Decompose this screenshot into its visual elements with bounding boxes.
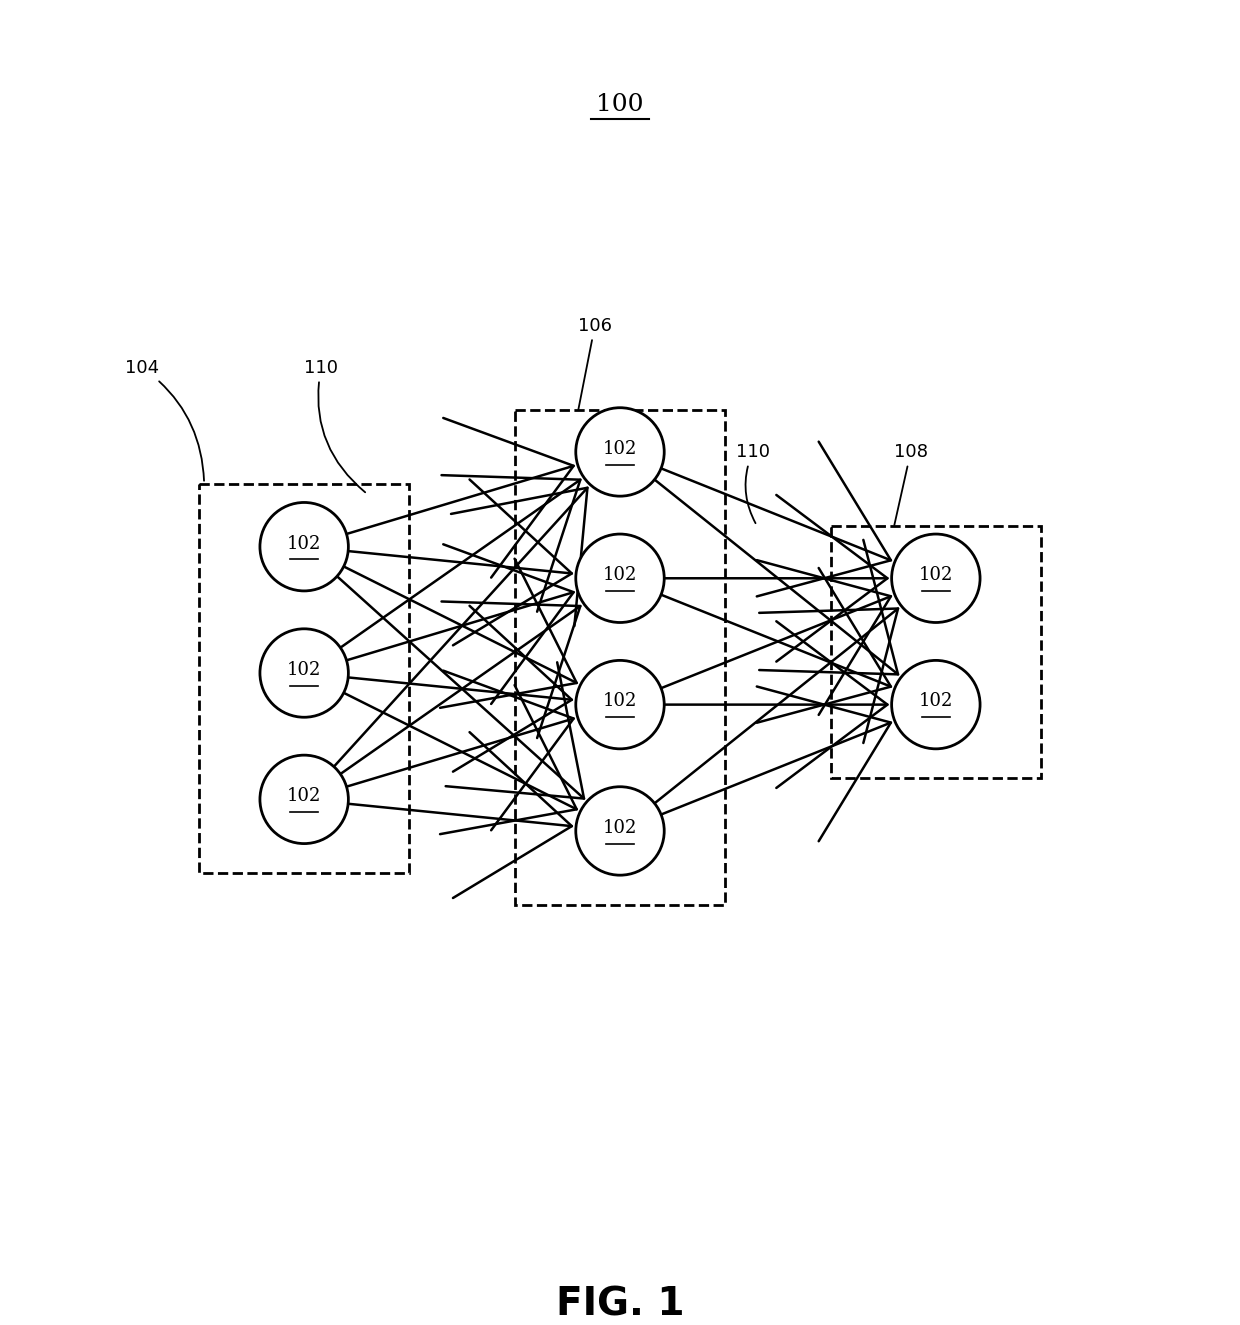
Text: 104: 104 xyxy=(125,359,205,481)
Text: 102: 102 xyxy=(603,566,637,584)
Text: 108: 108 xyxy=(894,443,928,525)
Circle shape xyxy=(575,660,665,749)
Circle shape xyxy=(575,787,665,876)
Text: FIG. 1: FIG. 1 xyxy=(556,1285,684,1324)
Text: 102: 102 xyxy=(603,693,637,710)
Text: 106: 106 xyxy=(578,317,611,409)
Circle shape xyxy=(260,755,348,844)
Circle shape xyxy=(260,502,348,591)
Bar xyxy=(831,526,1042,778)
Circle shape xyxy=(892,660,980,749)
Bar xyxy=(198,484,409,873)
Text: 110: 110 xyxy=(304,359,365,493)
Text: 100: 100 xyxy=(596,93,644,117)
Text: 102: 102 xyxy=(603,819,637,837)
Circle shape xyxy=(260,629,348,717)
Text: 102: 102 xyxy=(286,661,321,678)
Circle shape xyxy=(575,408,665,496)
Text: 110: 110 xyxy=(735,443,770,523)
Text: 102: 102 xyxy=(286,534,321,553)
Text: 102: 102 xyxy=(919,566,954,584)
Text: 102: 102 xyxy=(919,693,954,710)
Circle shape xyxy=(575,534,665,623)
Circle shape xyxy=(892,534,980,623)
Text: 102: 102 xyxy=(286,787,321,806)
Bar xyxy=(515,409,725,905)
Text: 102: 102 xyxy=(603,440,637,457)
